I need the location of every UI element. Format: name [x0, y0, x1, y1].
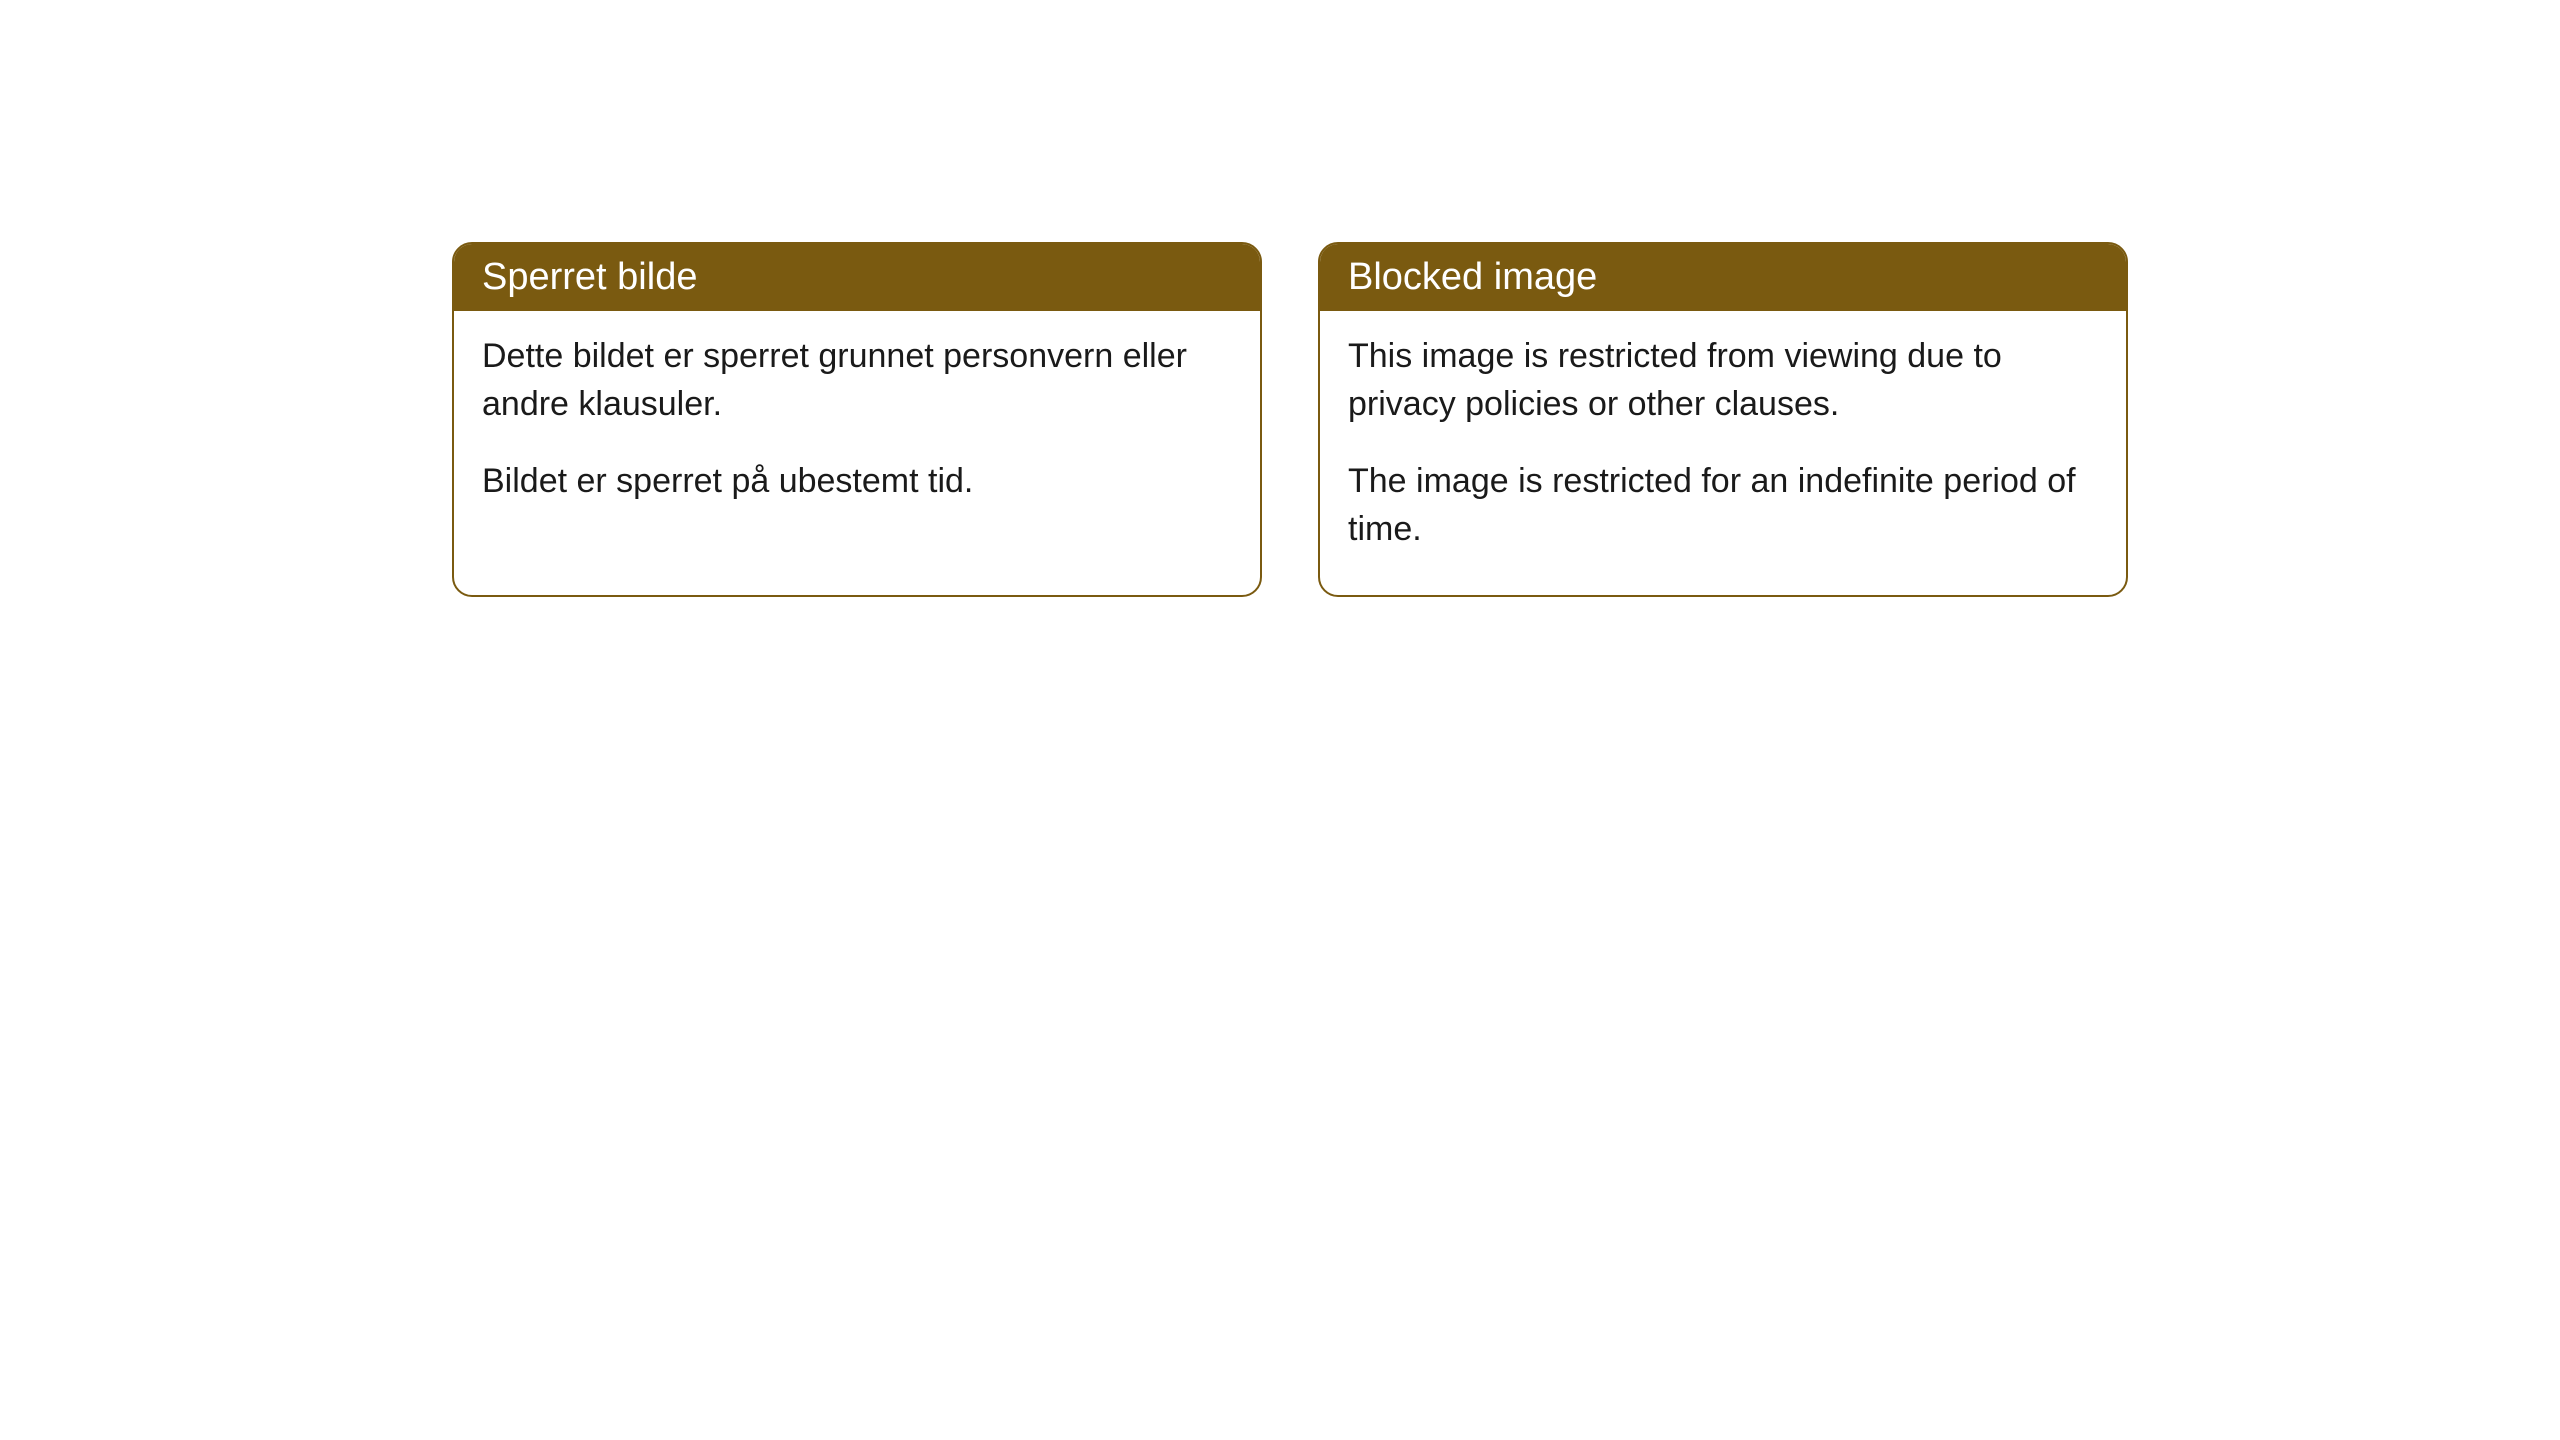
- notice-paragraph: This image is restricted from viewing du…: [1348, 333, 2098, 428]
- notice-paragraph: Dette bildet er sperret grunnet personve…: [482, 333, 1232, 428]
- notice-body: This image is restricted from viewing du…: [1320, 311, 2126, 595]
- notice-header: Blocked image: [1320, 244, 2126, 311]
- notice-container: Sperret bilde Dette bildet er sperret gr…: [0, 0, 2560, 597]
- notice-card-norwegian: Sperret bilde Dette bildet er sperret gr…: [452, 242, 1262, 597]
- notice-body: Dette bildet er sperret grunnet personve…: [454, 311, 1260, 548]
- notice-paragraph: Bildet er sperret på ubestemt tid.: [482, 458, 1232, 506]
- notice-paragraph: The image is restricted for an indefinit…: [1348, 458, 2098, 553]
- notice-card-english: Blocked image This image is restricted f…: [1318, 242, 2128, 597]
- notice-title: Sperret bilde: [482, 256, 697, 298]
- notice-header: Sperret bilde: [454, 244, 1260, 311]
- notice-title: Blocked image: [1348, 256, 1597, 298]
